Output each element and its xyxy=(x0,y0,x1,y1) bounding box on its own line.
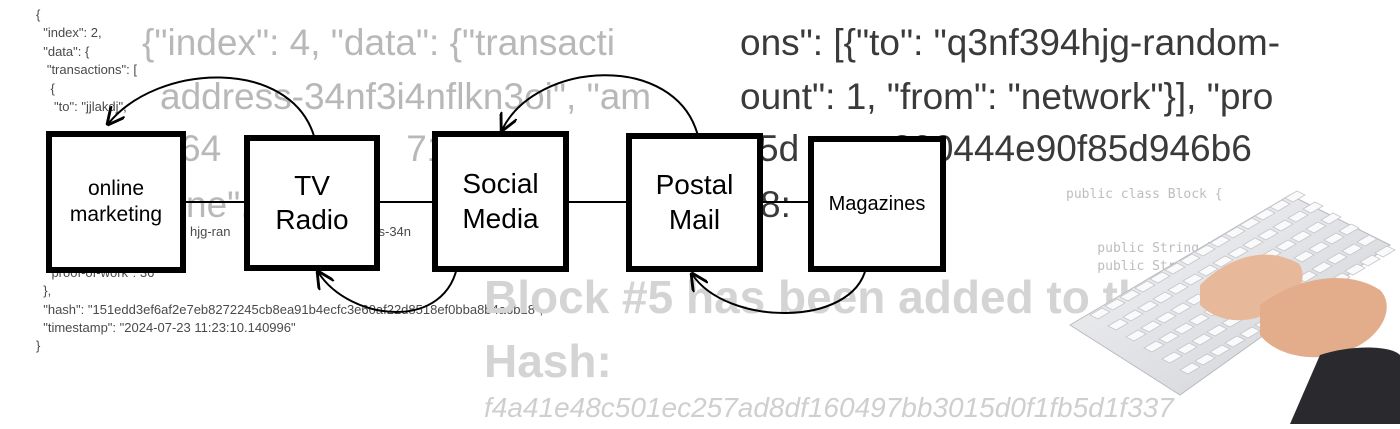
bg-hash-value: f4a41e48c501ec257ad8df160497bb3015d0f1fb… xyxy=(484,392,1174,423)
bg-json-row2-dark: ount": 1, "from": "network"}], "pro xyxy=(740,76,1274,117)
bg-json-row1-dark: ons": [{"to": "q3nf394hjg-random- xyxy=(740,22,1281,63)
arrow-social-to-tv xyxy=(318,261,459,313)
key xyxy=(1143,340,1165,353)
key xyxy=(1308,241,1330,254)
key xyxy=(1254,208,1276,221)
node-tv-radio: TV Radio xyxy=(244,135,380,271)
node-label: Social Media xyxy=(462,168,539,234)
key xyxy=(1179,362,1201,375)
key xyxy=(1194,353,1216,366)
key xyxy=(1206,324,1228,337)
key xyxy=(1149,271,1171,284)
key xyxy=(1257,228,1279,241)
key xyxy=(1167,282,1189,295)
key xyxy=(1170,302,1192,315)
key xyxy=(1275,239,1297,252)
json-line: { xyxy=(36,7,41,22)
right-hand xyxy=(1260,278,1387,358)
key xyxy=(1179,253,1201,266)
sleeve xyxy=(1290,347,1400,424)
key xyxy=(1197,264,1219,277)
key xyxy=(1320,212,1342,225)
arrow-postal-to-social xyxy=(502,74,699,137)
key xyxy=(1191,333,1213,346)
key xyxy=(1239,217,1261,230)
key xyxy=(1176,342,1198,355)
key xyxy=(1173,322,1195,335)
key xyxy=(1293,250,1315,263)
key xyxy=(1194,244,1216,257)
key xyxy=(1323,232,1345,245)
key xyxy=(1212,255,1234,268)
key xyxy=(1140,320,1162,333)
json-line: "index": 2, xyxy=(36,25,102,41)
key xyxy=(1224,226,1246,239)
key xyxy=(1224,335,1246,348)
json-line: "timestamp": "2024-07-23 11:23:10.140996… xyxy=(36,319,296,335)
keyboard-hands-illustration xyxy=(1050,175,1400,429)
json-fragment-2: ss-34n xyxy=(372,224,412,239)
json-line: "data": { xyxy=(36,43,90,59)
key xyxy=(1311,261,1333,274)
key xyxy=(1137,300,1159,313)
key xyxy=(1359,254,1381,267)
key xyxy=(1104,298,1126,311)
key xyxy=(1089,307,1111,320)
json-line: { xyxy=(36,80,55,96)
bg-hash-label: Hash: xyxy=(484,335,612,387)
key xyxy=(1227,246,1249,259)
key xyxy=(1302,201,1324,214)
key xyxy=(1122,309,1144,322)
key xyxy=(1344,263,1366,276)
bg-json-row3-dark: 5d 290444e90f85d946b6 xyxy=(758,128,1252,169)
key xyxy=(1155,311,1177,324)
keyboard-icon xyxy=(1069,190,1400,424)
key xyxy=(1158,331,1180,344)
bg-json-row2-faded: address-34nf3i4nflkn3oi", "am xyxy=(160,76,652,117)
node-label: Postal Mail xyxy=(655,169,734,235)
key xyxy=(1338,223,1360,236)
arrow-magazines-to-postal xyxy=(692,267,867,314)
key xyxy=(1341,243,1363,256)
node-magazines: Magazines xyxy=(808,136,946,272)
node-label: TV Radio xyxy=(275,169,349,235)
key xyxy=(1188,313,1210,326)
key xyxy=(1305,221,1327,234)
key xyxy=(1284,190,1306,203)
key xyxy=(1161,351,1183,364)
key xyxy=(1374,245,1396,258)
node-label: online marketing xyxy=(69,177,163,226)
key xyxy=(1182,273,1204,286)
key xyxy=(1272,219,1294,232)
json-line: }, xyxy=(36,283,52,299)
key xyxy=(1356,234,1378,247)
key xyxy=(1290,230,1312,243)
key xyxy=(1119,289,1141,302)
code-line: public class Block { xyxy=(1066,187,1223,202)
node-online-marketing: online marketing xyxy=(46,131,186,273)
key xyxy=(1134,280,1156,293)
bg-json-row1-faded: {"index": 4, "data": {"transacti xyxy=(142,22,615,63)
key xyxy=(1164,262,1186,275)
key xyxy=(1209,344,1231,357)
json-line: } xyxy=(36,338,41,354)
key xyxy=(1287,210,1309,223)
key xyxy=(1125,329,1147,342)
key xyxy=(1242,237,1264,250)
node-social-media: Social Media xyxy=(432,131,569,272)
key xyxy=(1209,235,1231,248)
key xyxy=(1269,199,1291,212)
node-label: Magazines xyxy=(828,192,926,215)
key xyxy=(1152,291,1174,304)
arrow-tv-to-online xyxy=(108,76,315,137)
json-fragment: hjg-ran xyxy=(190,224,231,239)
json-line: "transactions": [ xyxy=(36,62,137,78)
key xyxy=(1326,252,1348,265)
node-postal-mail: Postal Mail xyxy=(626,133,763,272)
key xyxy=(1107,318,1129,331)
